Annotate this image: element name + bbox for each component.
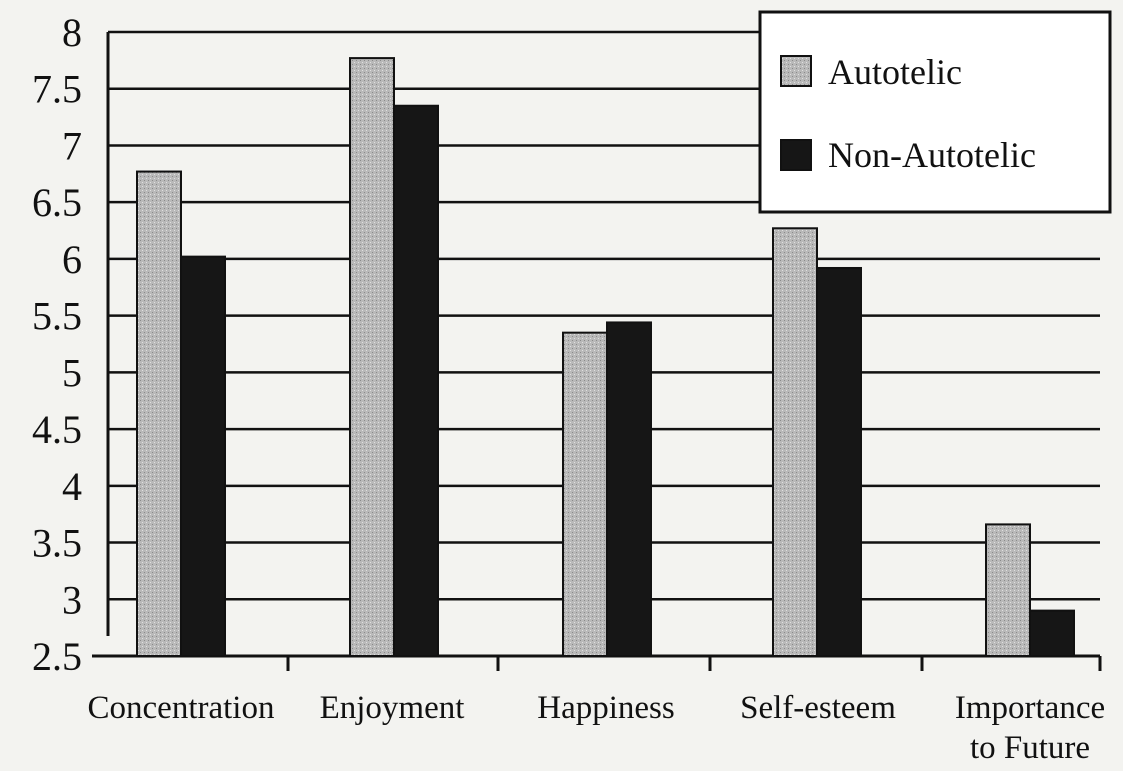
x-tick-label: Self-esteem [740, 690, 896, 726]
y-tick-label: 5.5 [32, 294, 82, 339]
y-tick-label: 8 [62, 10, 82, 55]
bar-autotelic [562, 331, 608, 657]
y-tick-label: 2.5 [32, 634, 82, 679]
y-tick-label: 4 [62, 464, 82, 509]
bar-autotelic [985, 523, 1031, 657]
bar-non-autotelic [1029, 609, 1075, 657]
bar-non-autotelic [180, 255, 226, 657]
legend-box [758, 10, 1112, 214]
legend: Autotelic Non-Autotelic [758, 10, 1112, 214]
x-tick-labels: Concentration Enjoyment Happiness Self-este… [88, 690, 1106, 766]
y-tick-label: 3.5 [32, 521, 82, 566]
x-tick-label: Importance to Future [955, 690, 1105, 766]
y-tick-label: 7 [62, 123, 82, 168]
x-tick-label: Happiness [537, 690, 674, 726]
y-tick-label: 6.5 [32, 180, 82, 225]
bar-autotelic [772, 227, 818, 657]
bar-non-autotelic [393, 104, 439, 657]
legend-label-non-autotelic: Non-Autotelic [828, 135, 1036, 175]
y-tick-label: 4.5 [32, 407, 82, 452]
legend-swatch-autotelic [780, 55, 812, 87]
y-tick-label: 6 [62, 237, 82, 282]
bars [136, 57, 1075, 658]
bar-non-autotelic [606, 321, 652, 657]
bar-autotelic [349, 57, 395, 658]
legend-label-autotelic: Autotelic [828, 52, 962, 92]
bar-autotelic [136, 170, 182, 657]
x-tick-label: Enjoyment [320, 690, 465, 726]
y-tick-label: 7.5 [32, 67, 82, 112]
x-tick-label: Concentration [88, 690, 275, 726]
y-tick-label: 3 [62, 577, 82, 622]
y-tick-labels: 2.5 3 3.5 4 4.5 5 5.5 6 6.5 7 7.5 8 [32, 10, 82, 679]
bar-non-autotelic [816, 266, 862, 657]
y-tick-label: 5 [62, 350, 82, 395]
legend-swatch-non-autotelic [780, 139, 812, 171]
